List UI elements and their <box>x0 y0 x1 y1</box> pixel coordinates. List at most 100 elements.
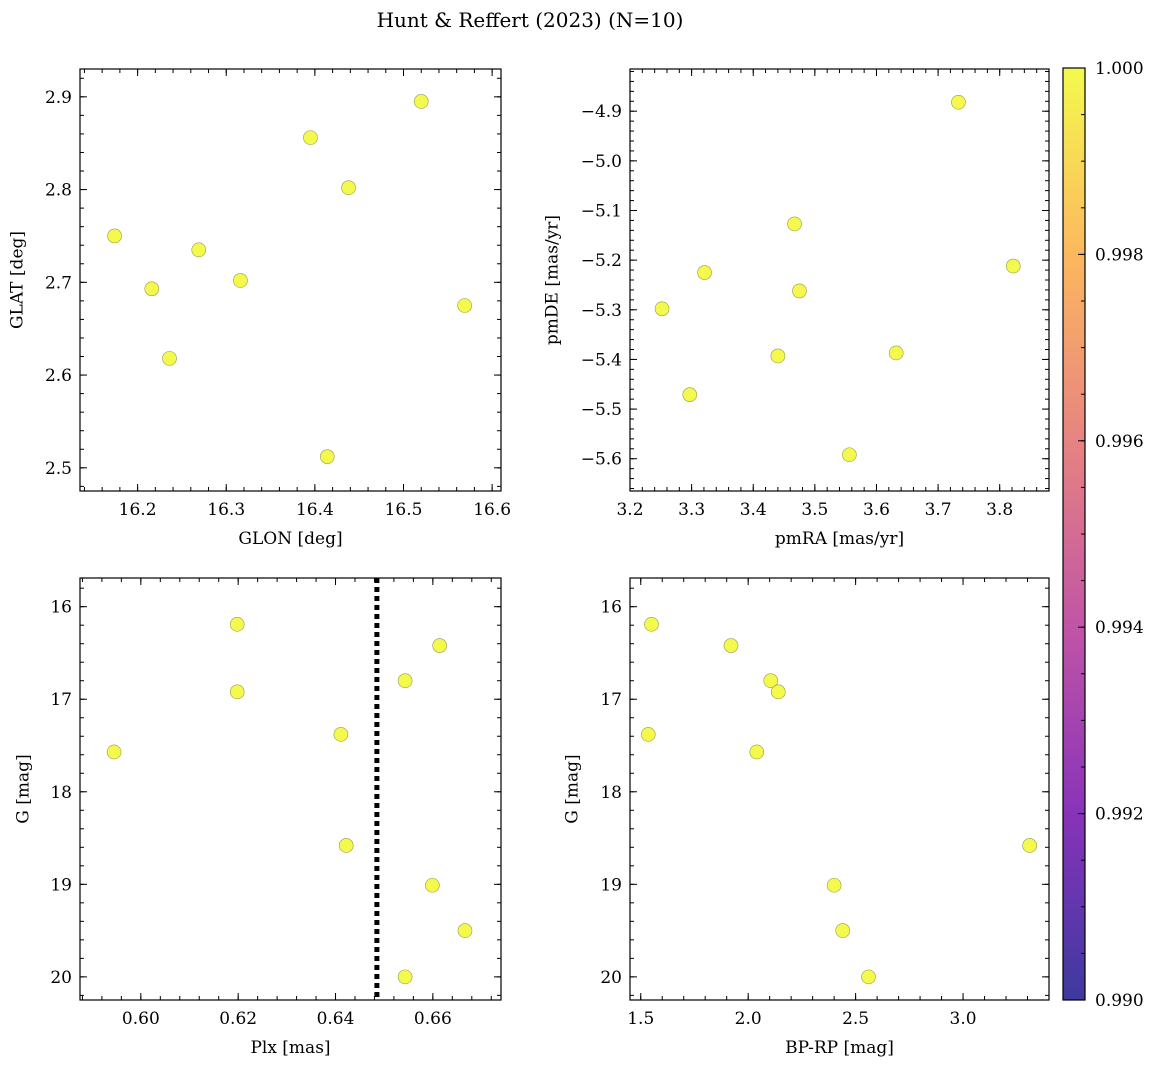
y-tick-label: 18 <box>50 783 72 803</box>
y-tick-label: 19 <box>50 875 72 895</box>
data-point <box>229 616 245 632</box>
y-tick-label: 2.5 <box>45 459 72 479</box>
x-tick-label: 3.3 <box>678 500 705 520</box>
y-tick-label: −5.5 <box>581 400 622 420</box>
x-tick-label: 3.8 <box>986 500 1013 520</box>
x-axis-label: Plx [mas] <box>250 1038 330 1058</box>
data-point <box>654 301 670 317</box>
colorbar-tick-label: 0.990 <box>1095 991 1144 1011</box>
data-point <box>951 94 966 110</box>
x-tick-label: 16.3 <box>207 500 245 520</box>
y-axis-label: pmDE [mas/yr] <box>543 215 563 345</box>
data-point <box>106 744 122 760</box>
data-point <box>341 180 356 196</box>
y-tick-label: 2.7 <box>45 273 72 293</box>
panel-4: 1.5 2.0 2.5 3.0 16 17 18 19 20 BP-RP [mag] G [mag] <box>563 577 1050 1058</box>
data-point <box>425 877 440 893</box>
data-point <box>697 265 712 280</box>
data-point <box>107 228 122 244</box>
x-tick-label: 16.4 <box>296 500 334 520</box>
y-tick-label: −5.3 <box>581 301 622 321</box>
data-point <box>842 447 857 463</box>
data-point <box>770 684 786 700</box>
axes-frame <box>79 68 502 492</box>
figure-title: Hunt & Reffert (2023) (N=10) <box>377 8 684 32</box>
x-axis-label: GLON [deg] <box>238 529 342 549</box>
y-tick-label: −5.6 <box>581 450 622 470</box>
x-tick-label: 2.5 <box>842 1009 869 1029</box>
x-tick-label: 16.5 <box>385 500 423 520</box>
x-axis-label: pmRA [mas/yr] <box>775 529 904 549</box>
x-axis-label: BP-RP [mag] <box>785 1038 894 1058</box>
data-point <box>888 345 904 361</box>
data-point <box>338 838 354 853</box>
data-point <box>826 877 842 893</box>
data-point <box>640 727 656 742</box>
colorbar-tick-label: 0.994 <box>1095 618 1144 638</box>
data-point <box>682 387 698 402</box>
colorbar-tick-label: 0.998 <box>1095 245 1144 265</box>
x-tick-label: 16.2 <box>119 500 157 520</box>
data-point <box>319 449 335 464</box>
data-point <box>835 923 851 938</box>
data-point <box>413 94 429 109</box>
x-tick-label: 3.0 <box>950 1009 977 1029</box>
x-tick-label: 3.5 <box>801 500 828 520</box>
data-point <box>397 673 413 689</box>
y-axis-label: G [mag] <box>14 754 34 823</box>
x-tick-label: 3.7 <box>925 500 952 520</box>
x-tick-label: 0.64 <box>317 1009 355 1029</box>
data-point <box>749 744 765 760</box>
x-tick-label: 0.66 <box>414 1009 452 1029</box>
data-point <box>229 684 245 700</box>
y-tick-label: 2.6 <box>45 366 72 386</box>
data-point <box>1022 838 1037 853</box>
y-tick-label: −5.0 <box>581 152 622 172</box>
axes-frame <box>629 577 1050 1001</box>
data-point <box>303 130 318 145</box>
data-point <box>861 969 876 985</box>
data-point <box>763 673 779 689</box>
x-tick-label: 2.0 <box>735 1009 762 1029</box>
y-tick-label: −5.2 <box>581 251 622 271</box>
data-point <box>432 638 447 653</box>
data-point <box>723 638 739 653</box>
y-tick-label: 17 <box>600 690 622 710</box>
y-tick-label: −4.9 <box>581 102 622 122</box>
axes-frame <box>629 68 1050 492</box>
data-point <box>233 273 248 288</box>
data-point <box>457 298 472 313</box>
data-point <box>457 923 473 938</box>
data-point <box>162 351 177 366</box>
y-tick-label: 19 <box>600 875 622 895</box>
data-point <box>1005 258 1021 274</box>
data-point <box>644 616 659 632</box>
y-tick-label: 16 <box>50 598 72 618</box>
panel-1: 16.2 16.3 16.4 16.5 16.6 2.5 2.6 2.7 2.8 2.9 GLON … <box>8 68 511 549</box>
panel-2: 3.2 3.3 3.4 3.5 3.6 3.7 3.8 −5.6 −5.5 −5.4 −5.3 −5.… <box>543 68 1050 549</box>
colorbar: 0.990 0.992 0.994 0.996 0.998 1.000 <box>1062 59 1144 1011</box>
colorbar-gradient <box>1063 68 1085 1000</box>
y-tick-label: 20 <box>50 968 72 988</box>
data-point <box>333 727 349 742</box>
y-tick-label: 20 <box>600 968 622 988</box>
y-axis-label: GLAT [deg] <box>8 231 28 329</box>
panel-3: 0.60 0.62 0.64 0.66 16 17 18 19 20 Plx [mas] G [ma… <box>14 577 502 1058</box>
data-point <box>770 348 786 364</box>
axes-frame <box>79 577 502 1001</box>
data-point <box>191 242 207 258</box>
x-tick-label: 0.60 <box>122 1009 160 1029</box>
data-point <box>787 216 802 232</box>
y-tick-label: 17 <box>50 690 72 710</box>
data-point <box>792 283 807 299</box>
y-axis-label: G [mag] <box>563 754 583 823</box>
x-tick-label: 0.62 <box>219 1009 257 1029</box>
colorbar-tick-label: 0.992 <box>1095 805 1144 825</box>
x-tick-label: 3.4 <box>740 500 767 520</box>
x-tick-label: 16.6 <box>473 500 511 520</box>
y-tick-label: −5.1 <box>581 201 622 221</box>
x-tick-label: 3.6 <box>863 500 890 520</box>
x-tick-label: 3.2 <box>616 500 643 520</box>
y-tick-label: 16 <box>600 598 622 618</box>
